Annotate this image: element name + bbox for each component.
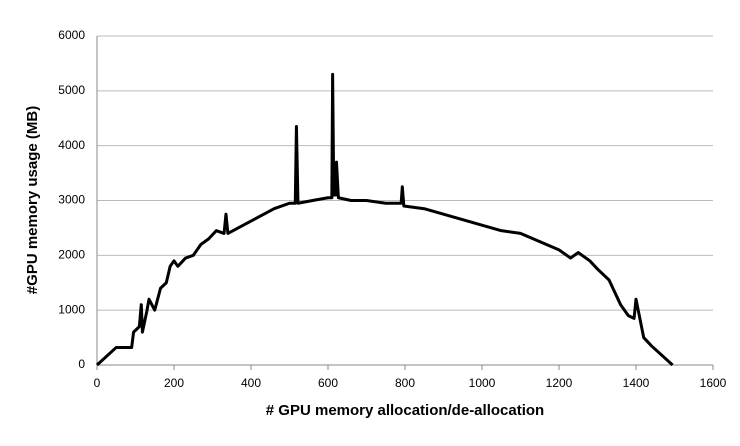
y-tick-label: 3000 <box>58 193 85 207</box>
y-tick-label: 0 <box>78 357 85 371</box>
data-line <box>95 72 674 367</box>
y-tick-label: 2000 <box>58 248 85 262</box>
y-tick-label: 4000 <box>58 138 85 152</box>
x-axis-label: # GPU memory allocation/de-allocation <box>266 402 544 419</box>
y-tick-label: 6000 <box>58 28 85 42</box>
y-tick-label: 1000 <box>58 302 85 316</box>
y-tick-label: 5000 <box>58 83 85 97</box>
x-tick-label: 400 <box>241 376 261 390</box>
x-tick-label: 1000 <box>469 376 496 390</box>
x-tick-label: 800 <box>395 376 415 390</box>
x-tick-label: 1400 <box>623 376 650 390</box>
x-tick-label: 200 <box>164 376 184 390</box>
x-tick-label: 1600 <box>700 376 727 390</box>
x-tick-label: 1200 <box>546 376 573 390</box>
x-tick-label: 0 <box>94 376 101 390</box>
x-tick-label: 600 <box>318 376 338 390</box>
y-axis-label: #GPU memory usage (MB) <box>24 106 41 294</box>
